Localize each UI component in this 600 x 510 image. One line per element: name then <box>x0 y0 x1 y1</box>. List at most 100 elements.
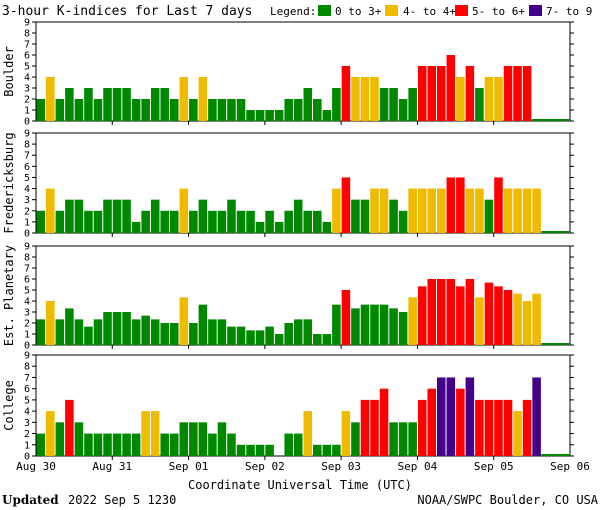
y-tick-label: 9 <box>24 129 30 140</box>
x-tick-label: Sep 04 <box>398 460 438 473</box>
y-tick-label: 5 <box>24 173 30 184</box>
bar <box>65 88 74 121</box>
bar <box>179 77 189 121</box>
bar <box>437 279 446 345</box>
bar <box>341 411 351 456</box>
bar <box>408 88 417 121</box>
bar <box>170 210 179 233</box>
bar <box>293 99 303 121</box>
series-label: Boulder <box>2 46 16 97</box>
bar <box>36 319 46 345</box>
bar <box>198 199 208 233</box>
bar <box>475 188 484 233</box>
bar <box>475 297 484 345</box>
bar <box>389 199 398 233</box>
bar <box>55 319 65 345</box>
bar <box>150 199 160 233</box>
bar <box>84 88 93 121</box>
bar <box>417 399 427 456</box>
bar <box>65 199 74 233</box>
bar <box>351 199 360 233</box>
bar <box>341 177 351 233</box>
y-tick-label: 5 <box>24 395 30 406</box>
bar <box>313 444 322 456</box>
bar <box>84 433 93 456</box>
y-tick-label: 4 <box>24 73 30 84</box>
bar <box>84 210 93 233</box>
bar <box>417 188 427 233</box>
bar <box>379 188 389 233</box>
y-tick-label: 8 <box>24 253 30 264</box>
y-tick-label: 0 <box>24 229 30 240</box>
series-label: Fredericksburg <box>2 132 16 233</box>
bar <box>131 99 141 121</box>
bar <box>274 221 284 233</box>
x-tick-label: Sep 03 <box>321 460 361 473</box>
bar <box>494 286 503 345</box>
bar <box>427 279 436 345</box>
bar <box>150 319 160 345</box>
y-tick-label: 3 <box>24 308 30 319</box>
y-tick-label: 6 <box>24 162 30 173</box>
bar <box>370 399 379 456</box>
bar <box>74 199 84 233</box>
series-label: Est. Planetary <box>2 245 16 346</box>
bar <box>370 77 379 121</box>
bar <box>255 221 265 233</box>
bar <box>170 433 179 456</box>
bar <box>522 399 532 456</box>
bar <box>332 444 341 456</box>
y-tick-label: 4 <box>24 297 30 308</box>
credit: NOAA/SWPC Boulder, CO USA <box>417 493 598 507</box>
bar <box>36 99 46 121</box>
bar <box>150 411 160 456</box>
bar <box>379 388 389 456</box>
bar <box>303 210 313 233</box>
y-tick-label: 2 <box>24 206 30 217</box>
x-tick-label: Sep 01 <box>169 460 209 473</box>
bar <box>217 99 227 121</box>
bar <box>446 279 456 345</box>
bar <box>255 110 265 121</box>
bar <box>198 422 208 456</box>
legend-swatch-0 <box>318 5 331 16</box>
bar <box>456 388 465 456</box>
bar <box>217 210 227 233</box>
y-tick-label: 3 <box>24 195 30 206</box>
bar <box>427 66 436 121</box>
bar <box>351 422 360 456</box>
bar <box>112 433 122 456</box>
x-tick-label: Sep 02 <box>245 460 285 473</box>
bar <box>417 66 427 121</box>
panel-frame <box>35 132 571 234</box>
bar <box>532 293 541 345</box>
bar <box>446 55 456 121</box>
bar <box>189 323 198 345</box>
bar <box>84 326 93 345</box>
bar <box>198 304 208 345</box>
bar <box>141 315 150 345</box>
y-tick-label: 3 <box>24 418 30 429</box>
x-tick-label: Sep 06 <box>550 460 590 473</box>
y-tick-label: 5 <box>24 286 30 297</box>
panel-frame <box>35 354 571 457</box>
y-tick-label: 8 <box>24 362 30 373</box>
bar <box>322 334 332 345</box>
x-tick-label: Aug 31 <box>92 460 132 473</box>
y-tick-label: 7 <box>24 40 30 51</box>
bar <box>265 444 274 456</box>
bar <box>141 99 150 121</box>
bar <box>503 188 513 233</box>
bar <box>103 199 112 233</box>
chart-title: 3-hour K-indices for Last 7 days <box>2 4 252 19</box>
bar <box>112 312 122 345</box>
panel-frame <box>35 21 571 122</box>
bar <box>208 319 217 345</box>
bar <box>513 411 522 456</box>
bar <box>322 444 332 456</box>
bar <box>360 399 370 456</box>
bar <box>55 210 65 233</box>
